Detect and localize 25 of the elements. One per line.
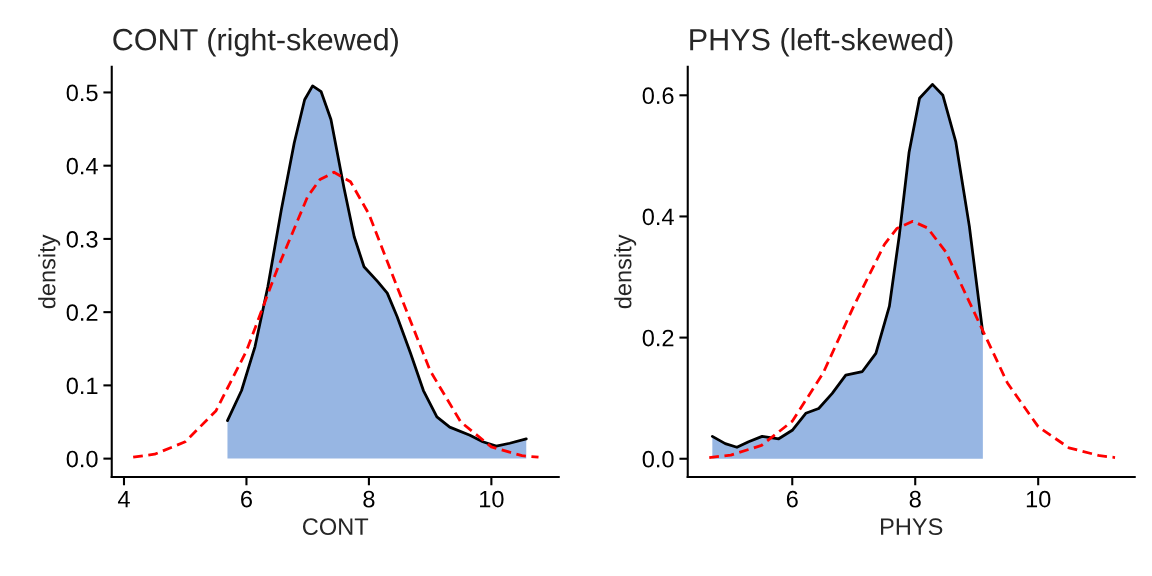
y-tick-label: 0.2 [642,329,674,347]
line-series [131,170,540,459]
x-tick-label: 10 [480,490,504,508]
x-axis-title: PHYS [881,518,943,536]
y-axis-title: density [614,234,637,309]
x-tick-label: 8 [909,490,921,508]
x-tick-label: 6 [241,490,252,508]
y-tick-label: 0.2 [66,304,98,321]
y-tick-label: 0.4 [66,157,98,175]
line-series [707,219,1117,459]
chart-title: CONT (right-skewed) [113,28,398,57]
x-axis-title: CONT [302,518,369,536]
y-tick-label: 0.0 [642,450,674,468]
y-tick-label: 0.4 [642,208,674,226]
chart-title: PHYS (left-skewed) [690,28,953,57]
x-tick-label: 6 [786,490,798,508]
y-axis-title: density [38,234,61,309]
x-tick-label: 4 [117,490,130,508]
y-tick-label: 0.1 [66,377,98,395]
x-tick-label: 8 [363,490,375,508]
y-tick-label: 0.6 [642,87,674,105]
y-tick-label: 0.3 [66,230,98,248]
x-tick-label: 10 [1026,490,1051,508]
y-tick-label: 0.0 [66,450,98,468]
y-tick-label: 0.5 [66,84,98,102]
